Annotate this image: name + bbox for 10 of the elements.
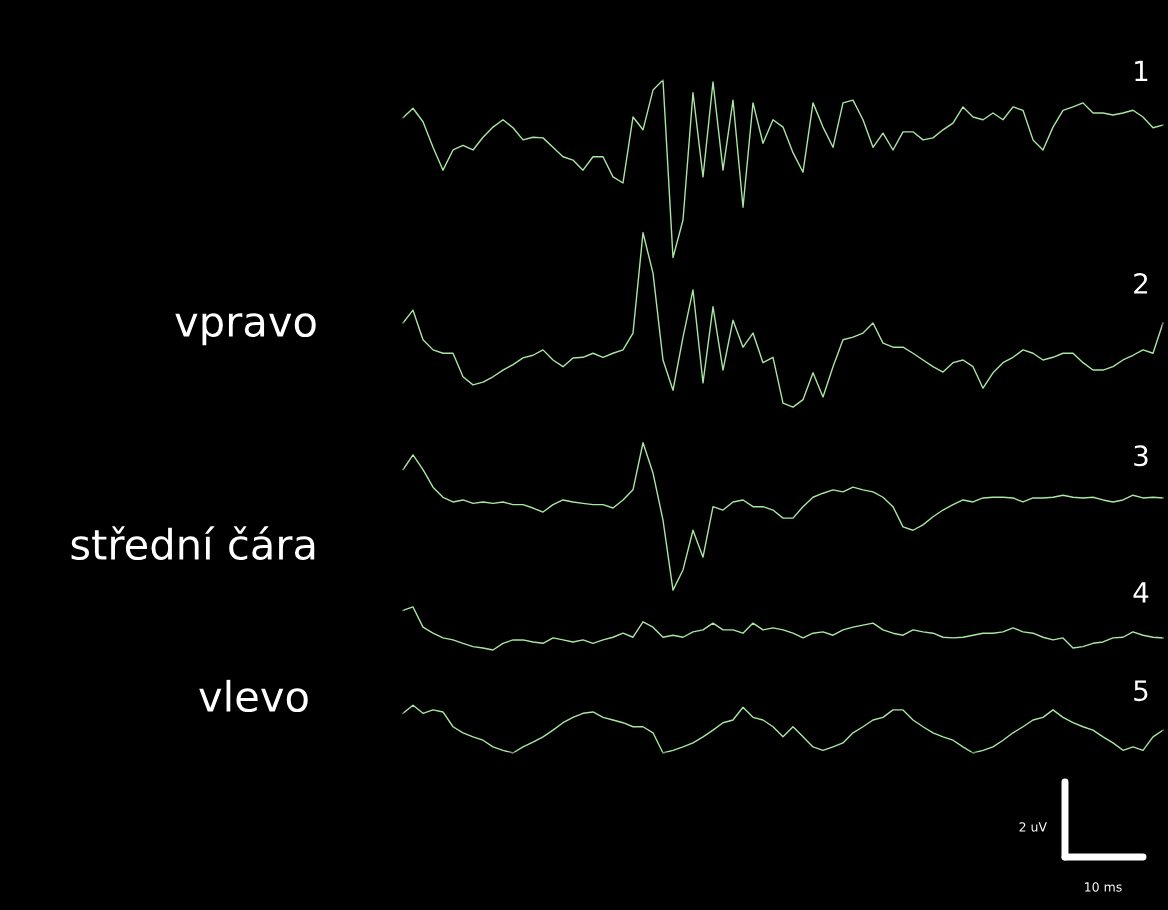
text: vpravo (175, 313, 316, 346)
text: střední čára (71, 526, 315, 561)
series-label: 4 (1133, 582, 1149, 603)
series-label: 2 (1134, 273, 1148, 294)
text: 10 ms (1085, 882, 1122, 892)
series-label: 3 (1134, 445, 1148, 467)
text: vlevo (199, 679, 308, 713)
text: 2 uV (1019, 822, 1047, 832)
series-label: 1 (1135, 60, 1148, 81)
series-label: 5 (1134, 680, 1148, 702)
